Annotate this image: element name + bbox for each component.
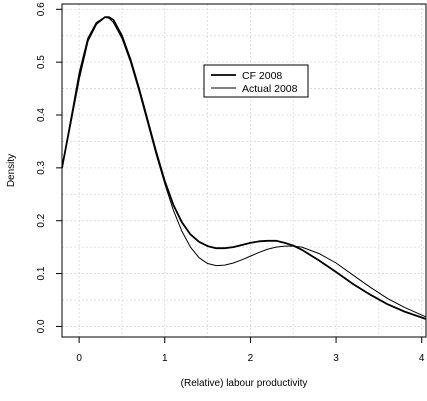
x-tick-label: 2	[248, 353, 254, 364]
x-tick-label: 4	[419, 353, 425, 364]
x-axis: 0 1 2 3 4	[76, 337, 425, 364]
series-line-cf-2008	[61, 16, 427, 320]
grid-lines	[62, 4, 426, 337]
series-line-actual-2008	[61, 16, 427, 318]
x-tick-label: 0	[76, 353, 82, 364]
legend-box	[203, 64, 309, 98]
x-axis-title: (Relative) labour productivity	[181, 378, 308, 389]
y-tick-label: 0.6	[36, 2, 47, 16]
legend-label-actual-2008: Actual 2008	[242, 83, 298, 95]
y-tick-label: 0.2	[36, 213, 47, 227]
y-axis: 0.0 0.1 0.2 0.3 0.4 0.5 0.6	[36, 2, 62, 333]
y-tick-label: 0.5	[36, 55, 47, 69]
y-tick-label: 0.1	[36, 266, 47, 280]
y-tick-label: 0.0	[36, 319, 47, 333]
y-axis-title: Density	[6, 154, 17, 187]
series-lines	[61, 16, 427, 320]
plot-frame	[61, 3, 427, 338]
y-tick-label: 0.4	[36, 108, 47, 122]
legend: CF 2008 Actual 2008	[203, 64, 309, 98]
x-tick-label: 3	[333, 353, 339, 364]
x-tick-label: 1	[162, 353, 168, 364]
legend-label-cf-2008: CF 2008	[242, 70, 282, 82]
y-tick-label: 0.3	[36, 160, 47, 174]
